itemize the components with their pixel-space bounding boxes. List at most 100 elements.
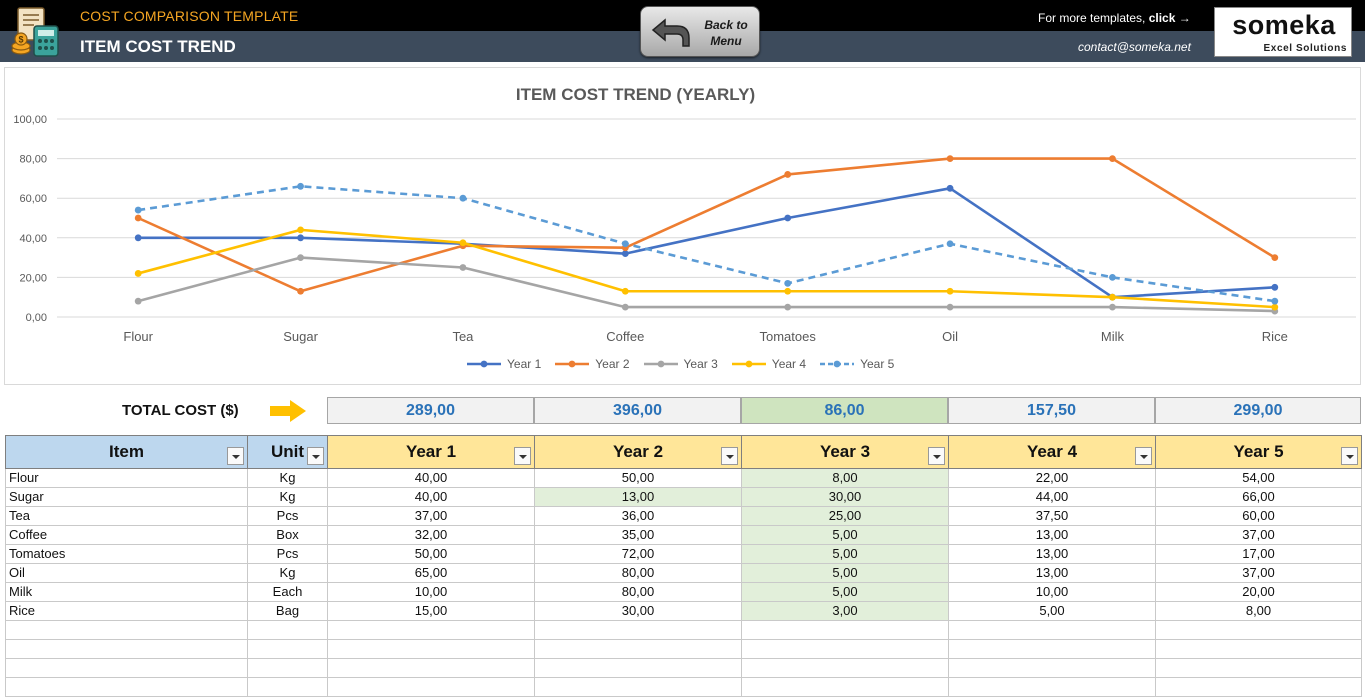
table-cell[interactable]: 65,00 [327,563,535,583]
data-point [1271,303,1279,311]
table-cell[interactable]: 3,00 [741,601,949,621]
empty-table-cell[interactable] [948,658,1156,678]
table-cell[interactable]: 15,00 [327,601,535,621]
empty-table-cell[interactable] [741,620,949,640]
table-cell[interactable]: Rice [5,601,248,621]
table-cell[interactable]: 37,00 [1155,563,1362,583]
empty-table-cell[interactable] [327,658,535,678]
table-cell[interactable]: Box [247,525,328,545]
table-cell[interactable]: Sugar [5,487,248,507]
empty-table-cell[interactable] [948,620,1156,640]
filter-dropdown-icon[interactable] [1135,447,1152,465]
empty-table-cell[interactable] [5,639,248,659]
table-cell[interactable]: Bag [247,601,328,621]
empty-table-cell[interactable] [5,677,248,697]
table-cell[interactable]: 10,00 [948,582,1156,602]
table-cell[interactable]: 5,00 [741,563,949,583]
empty-table-cell[interactable] [5,620,248,640]
table-cell[interactable]: 54,00 [1155,468,1362,488]
empty-table-cell[interactable] [741,639,949,659]
empty-table-cell[interactable] [1155,620,1362,640]
table-cell[interactable]: 5,00 [741,525,949,545]
table-cell[interactable]: 37,00 [1155,525,1362,545]
app-header: $ COST COMPARISON TEMPLATE ITEM COST TRE… [0,0,1365,62]
column-header: Year 5 [1155,435,1362,469]
filter-dropdown-icon[interactable] [721,447,738,465]
empty-table-cell[interactable] [5,658,248,678]
contact-email[interactable]: contact@someka.net [1078,40,1191,54]
table-cell[interactable]: 50,00 [534,468,742,488]
table-cell[interactable]: 32,00 [327,525,535,545]
filter-dropdown-icon[interactable] [928,447,945,465]
table-cell[interactable]: Kg [247,563,328,583]
empty-table-cell[interactable] [534,620,742,640]
table-cell[interactable]: Coffee [5,525,248,545]
table-cell[interactable]: 37,50 [948,506,1156,526]
table-cell[interactable]: 30,00 [741,487,949,507]
table-cell[interactable]: Kg [247,487,328,507]
table-cell[interactable]: 40,00 [327,487,535,507]
table-cell[interactable]: Each [247,582,328,602]
empty-table-cell[interactable] [534,639,742,659]
table-cell[interactable]: Tea [5,506,248,526]
table-cell[interactable]: 13,00 [948,563,1156,583]
table-cell[interactable]: 66,00 [1155,487,1362,507]
empty-table-cell[interactable] [327,620,535,640]
table-cell[interactable]: 80,00 [534,563,742,583]
table-cell[interactable]: Kg [247,468,328,488]
empty-table-cell[interactable] [1155,639,1362,659]
filter-dropdown-icon[interactable] [514,447,531,465]
someka-logo[interactable]: someka Excel Solutions [1214,7,1352,57]
table-cell[interactable]: Pcs [247,506,328,526]
empty-table-cell[interactable] [534,677,742,697]
empty-table-cell[interactable] [247,658,328,678]
table-cell[interactable]: 36,00 [534,506,742,526]
empty-table-cell[interactable] [327,677,535,697]
empty-table-cell[interactable] [247,639,328,659]
table-cell[interactable]: 13,00 [534,487,742,507]
table-cell[interactable]: 25,00 [741,506,949,526]
empty-table-cell[interactable] [247,620,328,640]
table-cell[interactable]: 13,00 [948,525,1156,545]
table-cell[interactable]: 30,00 [534,601,742,621]
table-cell[interactable]: 10,00 [327,582,535,602]
table-cell[interactable]: 5,00 [948,601,1156,621]
empty-table-cell[interactable] [247,677,328,697]
table-cell[interactable]: 20,00 [1155,582,1362,602]
table-cell[interactable]: 13,00 [948,544,1156,564]
table-cell[interactable]: 40,00 [327,468,535,488]
table-cell[interactable]: 8,00 [741,468,949,488]
total-cost-cell: 157,50 [948,397,1155,424]
table-cell[interactable]: 44,00 [948,487,1156,507]
table-cell[interactable]: Pcs [247,544,328,564]
table-cell[interactable]: 22,00 [948,468,1156,488]
filter-dropdown-icon[interactable] [227,447,244,465]
table-cell[interactable]: 5,00 [741,544,949,564]
empty-table-cell[interactable] [534,658,742,678]
data-point [459,194,467,202]
back-to-menu-button[interactable]: Back to Menu [640,6,760,57]
table-cell[interactable]: Flour [5,468,248,488]
table-cell[interactable]: 72,00 [534,544,742,564]
table-cell[interactable]: 35,00 [534,525,742,545]
empty-table-cell[interactable] [948,677,1156,697]
empty-table-cell[interactable] [327,639,535,659]
table-cell[interactable]: 60,00 [1155,506,1362,526]
table-cell[interactable]: 17,00 [1155,544,1362,564]
empty-table-cell[interactable] [741,658,949,678]
table-cell[interactable]: 37,00 [327,506,535,526]
table-cell[interactable]: 8,00 [1155,601,1362,621]
table-cell[interactable]: Tomatoes [5,544,248,564]
table-cell[interactable]: Oil [5,563,248,583]
empty-table-cell[interactable] [1155,677,1362,697]
more-templates-link[interactable]: click → [1148,11,1191,25]
table-cell[interactable]: 5,00 [741,582,949,602]
empty-table-cell[interactable] [948,639,1156,659]
empty-table-cell[interactable] [741,677,949,697]
table-cell[interactable]: 50,00 [327,544,535,564]
filter-dropdown-icon[interactable] [1341,447,1358,465]
empty-table-cell[interactable] [1155,658,1362,678]
filter-dropdown-icon[interactable] [307,447,324,465]
table-cell[interactable]: 80,00 [534,582,742,602]
table-cell[interactable]: Milk [5,582,248,602]
